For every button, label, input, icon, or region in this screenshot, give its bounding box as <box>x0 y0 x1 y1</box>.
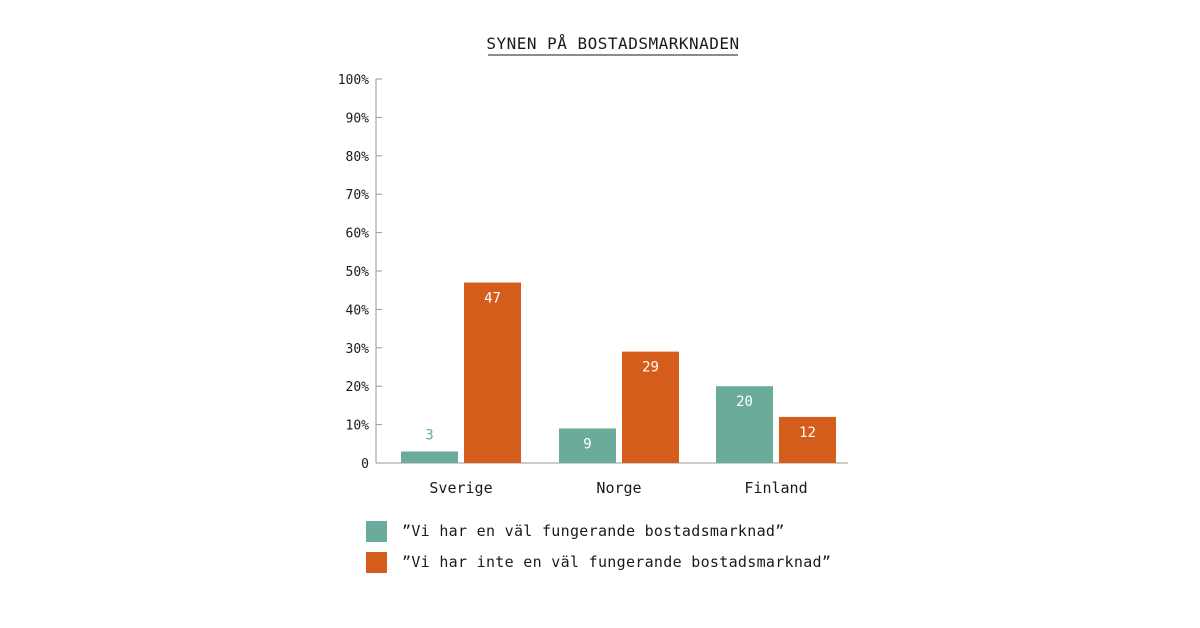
y-tick-label: 90% <box>346 111 370 126</box>
legend-swatch-positive <box>366 520 387 542</box>
y-tick-label: 30% <box>346 342 370 357</box>
y-tick-label: 40% <box>346 303 370 318</box>
x-category-label: Finland <box>744 479 807 497</box>
legend: ”Vi har en väl fungerande bostadsmarknad… <box>366 519 831 581</box>
bar-negative-finland <box>779 416 836 463</box>
bar-positive-finland <box>716 386 773 463</box>
bar-negative-sverige <box>464 282 521 463</box>
x-category-label: Norge <box>596 479 641 497</box>
legend-swatch-negative <box>366 551 387 573</box>
data-labels: 3 47 9 29 20 12 <box>425 291 816 453</box>
data-label: 12 <box>799 425 816 441</box>
y-tick-label: 100% <box>338 73 369 88</box>
legend-label-negative: ”Vi har inte en väl fungerande bostadsma… <box>402 553 832 571</box>
y-tick-label: 10% <box>346 419 370 434</box>
legend-item-positive: ”Vi har en väl fungerande bostadsmarknad… <box>366 519 831 543</box>
y-tick-label: 60% <box>346 227 370 242</box>
y-tick-label: 70% <box>346 188 370 203</box>
data-label: 20 <box>736 394 753 410</box>
x-category-label: Sverige <box>429 479 492 497</box>
bar-negative-norge <box>622 351 679 463</box>
bar-positive-sverige <box>401 451 458 463</box>
bars <box>401 282 836 463</box>
legend-item-negative: ”Vi har inte en väl fungerande bostadsma… <box>366 550 831 574</box>
data-label: 47 <box>484 291 501 307</box>
chart-title: SYNEN PÅ BOSTADSMARKNADEN <box>486 34 739 53</box>
bar-positive-norge <box>559 428 616 463</box>
data-label: 9 <box>583 436 591 452</box>
y-tick-label: 50% <box>346 265 370 280</box>
data-label: 29 <box>642 360 659 376</box>
data-label: 3 <box>425 427 433 443</box>
legend-label-positive: ”Vi har en väl fungerande bostadsmarknad… <box>402 522 785 540</box>
y-tick-label: 80% <box>346 150 370 165</box>
y-tick-label: 20% <box>346 380 370 395</box>
y-tick-label: 0 <box>361 457 369 472</box>
axes: 0 10% 20% 30% 40% 50% 60% 70% 80% 90% 100% Sverige N… <box>338 73 848 497</box>
